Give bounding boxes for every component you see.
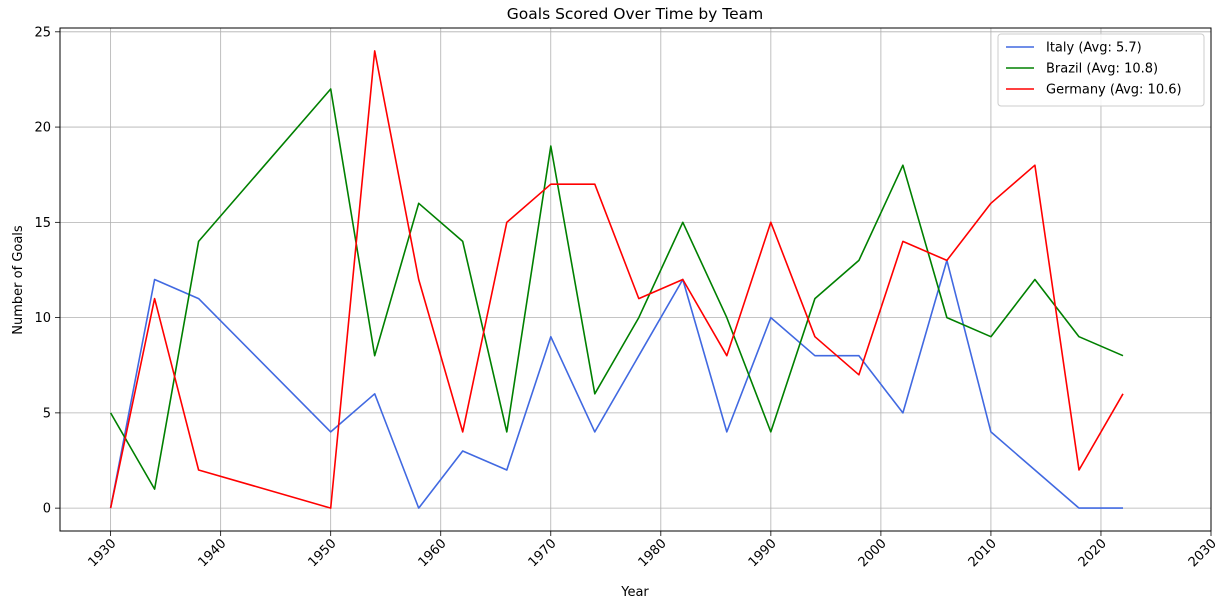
- y-tick-label: 25: [34, 25, 51, 40]
- x-tick-label: 2020: [1076, 536, 1110, 570]
- legend: Italy (Avg: 5.7) Brazil (Avg: 10.8) German…: [997, 33, 1205, 107]
- x-tick-label: 1930: [85, 536, 119, 570]
- y-axis-title: Number of Goals: [11, 225, 26, 335]
- y-axis-ticks: 0 5 10 15 20 25: [34, 25, 60, 517]
- series-line-2: [109, 50, 1124, 509]
- x-axis-ticks: 1930 1940 1950 1960 1970 1980 1990 2000 2010 2020…: [85, 531, 1220, 570]
- chart-title: Goals Scored Over Time by Team: [507, 5, 763, 23]
- series-line-1: [109, 88, 1124, 490]
- x-tick-label: 1960: [416, 536, 450, 570]
- plot-area-frame: [59, 27, 1212, 532]
- y-tick-label: 15: [34, 216, 51, 231]
- series-line-0: [109, 259, 1123, 509]
- y-tick-label: 0: [43, 502, 51, 517]
- data-series: [109, 50, 1124, 509]
- x-tick-label: 1970: [526, 536, 560, 570]
- x-tick-label: 1940: [195, 536, 229, 570]
- x-tick-label: 1950: [306, 536, 340, 570]
- x-tick-label: 2010: [966, 536, 1000, 570]
- legend-label-2: Germany (Avg: 10.6): [1046, 83, 1182, 98]
- x-axis-title: Year: [620, 585, 649, 600]
- legend-box: [997, 33, 1205, 107]
- legend-label-0: Italy (Avg: 5.7): [1046, 41, 1142, 56]
- y-tick-label: 10: [34, 311, 51, 326]
- y-tick-label: 20: [34, 121, 51, 136]
- x-tick-label: 2030: [1186, 536, 1220, 570]
- legend-label-1: Brazil (Avg: 10.8): [1046, 62, 1158, 77]
- x-tick-label: 2000: [856, 536, 890, 570]
- y-tick-label: 5: [43, 406, 51, 421]
- x-tick-label: 1980: [636, 536, 670, 570]
- x-tick-label: 1990: [746, 536, 780, 570]
